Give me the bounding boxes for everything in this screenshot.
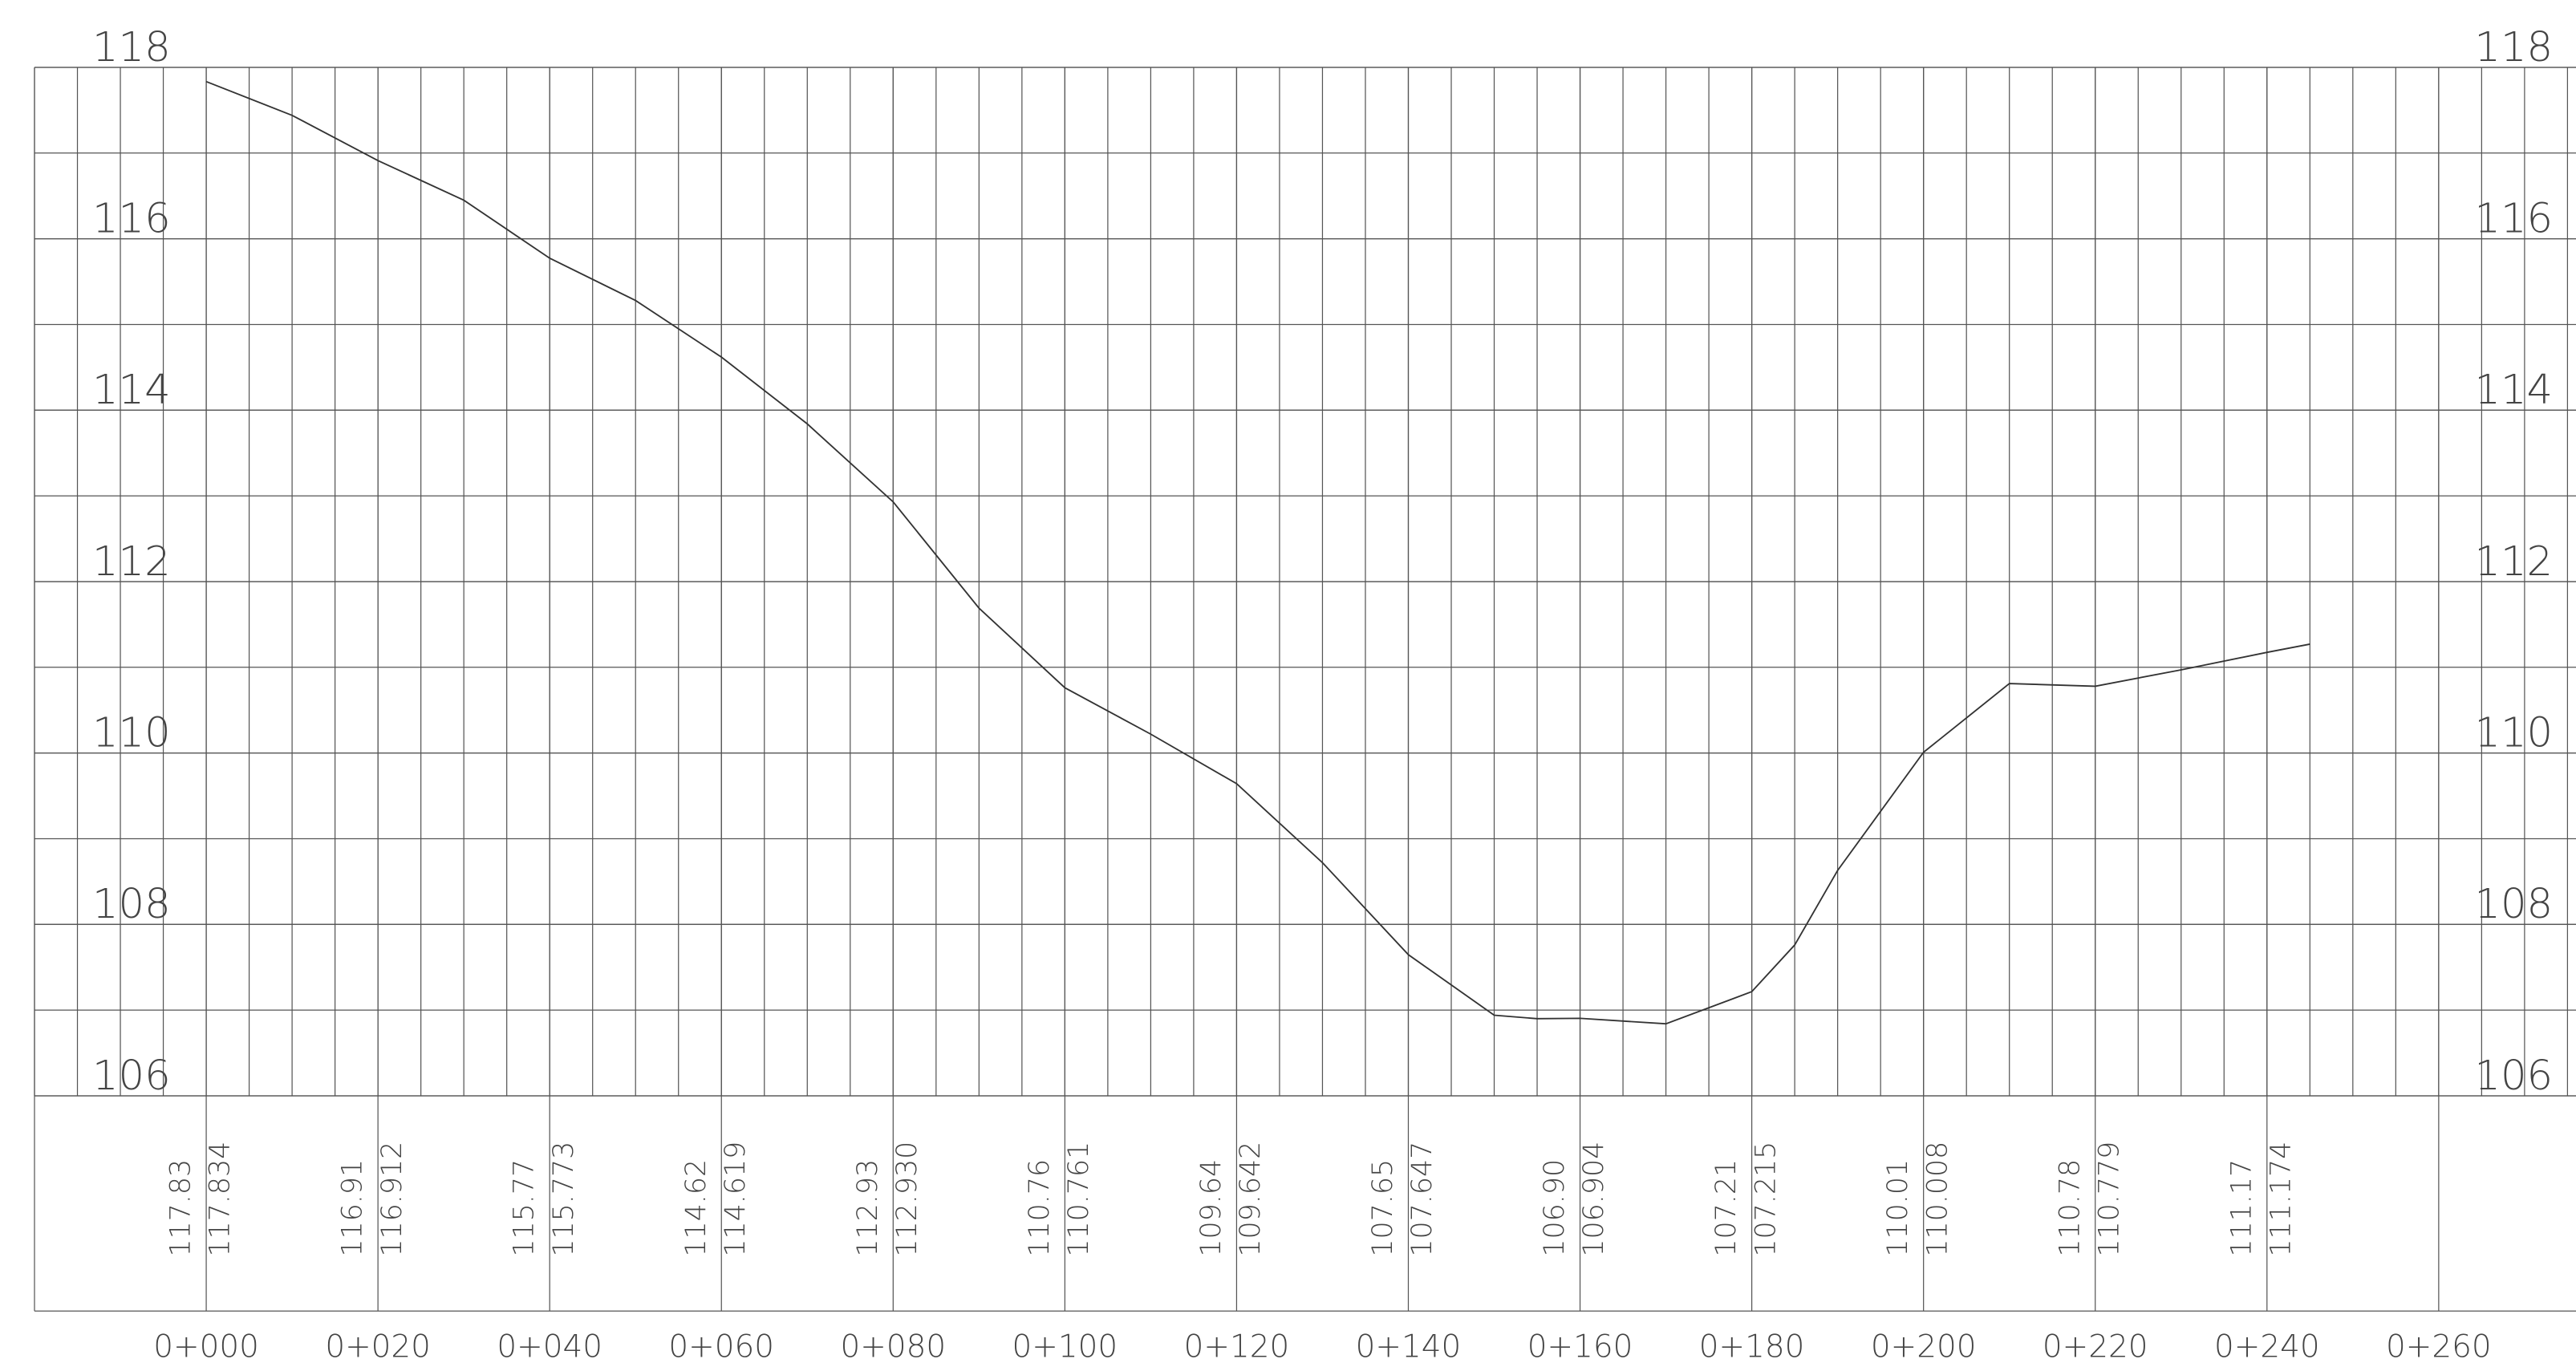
y-tick-label-right: 108 [2474, 880, 2553, 928]
table-value: 110.78 [2054, 1159, 2086, 1257]
table-value: 107.65 [1367, 1159, 1399, 1257]
table-value: 115.77 [509, 1159, 541, 1257]
table-value: 114.62 [680, 1159, 712, 1257]
x-tick-label: 0+220 [2043, 1329, 2148, 1365]
table-value: 106.90 [1539, 1159, 1571, 1257]
x-tick-label: 0+120 [1184, 1329, 1290, 1365]
table-value: 106.904 [1578, 1142, 1610, 1257]
x-tick-label: 0+260 [2386, 1329, 2492, 1365]
table-value: 110.01 [1882, 1159, 1914, 1257]
x-tick-label: 0+160 [1527, 1329, 1633, 1365]
table-value: 117.834 [205, 1142, 237, 1257]
y-tick-label: 108 [92, 880, 171, 928]
y-tick-label-right: 116 [2474, 194, 2553, 242]
table-value: 111.174 [2265, 1142, 2297, 1257]
x-tick-label: 0+100 [1012, 1329, 1118, 1365]
y-tick-label-right: 112 [2474, 537, 2553, 586]
x-tick-label: 0+040 [497, 1329, 602, 1365]
table-value: 116.912 [376, 1142, 408, 1257]
y-tick-label: 112 [92, 537, 171, 586]
table-value: 110.76 [1024, 1159, 1056, 1257]
table-value: 110.008 [1921, 1142, 1953, 1257]
table-value: 107.21 [1710, 1159, 1742, 1257]
table-value: 112.93 [852, 1159, 884, 1257]
table-value: 115.773 [548, 1142, 580, 1257]
x-tick-label: 0+240 [2214, 1329, 2320, 1365]
x-tick-label: 0+020 [325, 1329, 431, 1365]
x-tick-label: 0+140 [1356, 1329, 1462, 1365]
profile-line [205, 80, 2310, 1025]
table-value: 116.91 [337, 1159, 369, 1257]
table-value: 107.215 [1750, 1142, 1782, 1257]
table-value: 110.779 [2093, 1142, 2125, 1257]
y-tick-label-right: 106 [2474, 1052, 2553, 1100]
table-value: 117.83 [165, 1159, 197, 1257]
plot: 106 106 108 108 110 110 112 112 114 114 116 116 118 1… [34, 23, 2576, 1365]
y-tick-label-right: 114 [2474, 366, 2553, 414]
y-tick-label: 116 [92, 194, 171, 242]
table-value: 112.930 [891, 1142, 923, 1257]
x-tick-label: 0+060 [668, 1329, 774, 1365]
table-value: 111.17 [2225, 1159, 2258, 1257]
y-tick-label-right: 110 [2474, 708, 2553, 756]
table-value: 107.647 [1406, 1142, 1438, 1257]
x-tick-label: 0+180 [1699, 1329, 1805, 1365]
table-value: 109.642 [1235, 1142, 1267, 1257]
table-value: 110.761 [1063, 1142, 1095, 1257]
table-value: 109.64 [1195, 1159, 1227, 1257]
y-tick-label: 114 [92, 366, 171, 414]
y-tick-label: 118 [92, 23, 171, 71]
y-tick-label: 110 [92, 708, 171, 756]
y-tick-label: 106 [92, 1052, 171, 1100]
x-tick-label: 0+200 [1871, 1329, 1977, 1365]
x-tick-label: 0+080 [840, 1329, 946, 1365]
table-value: 114.619 [720, 1142, 752, 1257]
x-tick-label: 0+000 [153, 1329, 259, 1365]
y-tick-label-right: 118 [2474, 23, 2553, 71]
